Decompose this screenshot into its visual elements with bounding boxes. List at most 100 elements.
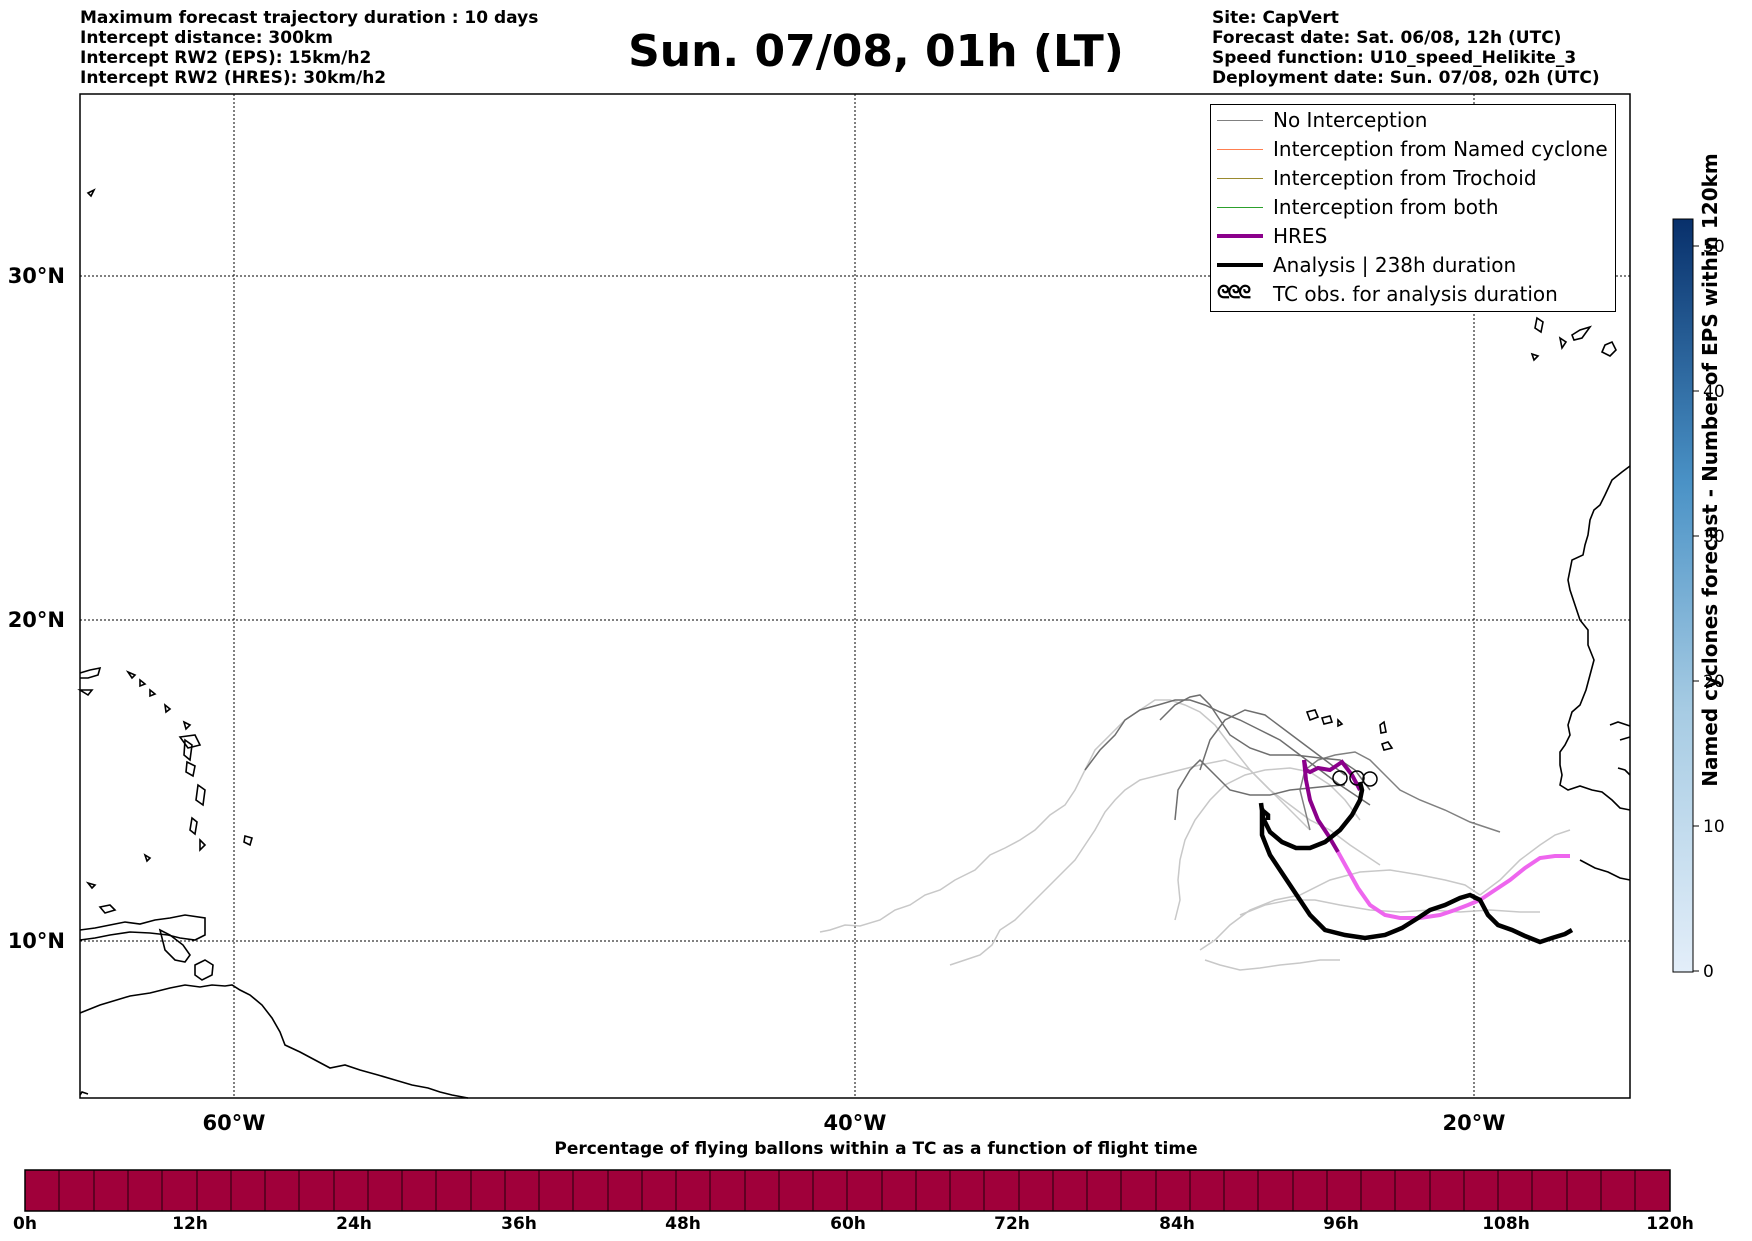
lat-tick-30n: 30°N <box>8 264 65 288</box>
coastlines <box>77 188 1631 1099</box>
trajectory-ens-7 <box>1479 829 1571 896</box>
lat-tick-10n: 10°N <box>8 929 65 953</box>
island-sm-8 <box>182 720 192 731</box>
header-left-line: Intercept distance: 300km <box>80 28 333 48</box>
island-virgin-1 <box>79 666 102 679</box>
header-right-line: Deployment date: Sun. 07/08, 02h (UTC) <box>1212 68 1600 88</box>
island-cv-2 <box>1320 715 1334 725</box>
right-colorbar <box>1672 218 1694 973</box>
trajectory-ens-5 <box>1199 869 1481 951</box>
trajectory-ens-1 <box>819 699 1311 933</box>
lon-tick-20w: 20°W <box>1443 1111 1506 1135</box>
legend-label: HRES <box>1273 224 1328 248</box>
right-colorbar-tick: 40 <box>1703 382 1725 402</box>
coastline-sa-west <box>79 1091 89 1096</box>
coastline-guinea <box>1579 859 1631 881</box>
legend-swatch <box>1217 263 1263 267</box>
header-left-info: Maximum forecast trajectory duration : 1… <box>80 8 538 88</box>
island-lesser-3 <box>183 738 193 762</box>
island-lesser-4 <box>178 734 202 749</box>
bottom-colorbar-tick: 48h <box>665 1214 701 1234</box>
island-cv-1 <box>1305 709 1320 722</box>
coastline-africa <box>1559 465 1631 811</box>
bottom-colorbar-tick: 12h <box>172 1214 208 1234</box>
bottom-colorbar-tick: 36h <box>501 1214 537 1234</box>
bottom-colorbar-tick: 96h <box>1323 1214 1359 1234</box>
legend-label: Analysis | 238h duration <box>1273 253 1517 277</box>
hres-trajectory-late <box>1336 851 1570 920</box>
trajectory-ens-3 <box>1204 959 1340 971</box>
island-canary-2 <box>1558 336 1568 351</box>
coastline-africa-2 <box>1609 721 1631 727</box>
right-colorbar-label-text: Named cyclones forecast - Number of EPS … <box>1698 153 1722 787</box>
legend-swatch <box>1217 120 1263 121</box>
legend-swatch <box>1217 178 1263 179</box>
island-canary-4 <box>1571 325 1593 341</box>
legend-label: Interception from both <box>1273 195 1499 219</box>
coastline-africa-3 <box>1619 736 1631 741</box>
right-colorbar-tick: 10 <box>1703 817 1725 837</box>
island-virgin-2 <box>77 689 94 697</box>
island-cv-3 <box>1337 718 1344 728</box>
right-colorbar-tick: 30 <box>1703 527 1725 547</box>
header-right-line: Speed function: U10_speed_Helikite_3 <box>1212 48 1577 68</box>
header-right-line: Forecast date: Sat. 06/08, 12h (UTC) <box>1212 28 1562 48</box>
island-small-1 <box>98 904 117 914</box>
tc-obs-marker <box>1362 771 1378 787</box>
trajectory-group <box>819 694 1574 971</box>
island-canary-5 <box>1600 340 1617 357</box>
lat-tick-20n: 20°N <box>8 608 65 632</box>
legend-swatch <box>1217 207 1263 208</box>
coastline-south-america <box>79 984 469 1099</box>
map-grid <box>80 94 1630 1098</box>
title-text: Sun. 07/08, 01h (LT) <box>628 26 1124 77</box>
header-left-line: Intercept RW2 (EPS): 15km/h2 <box>80 48 372 68</box>
island-canary-3 <box>1530 352 1540 362</box>
bottom-colorbar-tick: 120h <box>1646 1214 1694 1234</box>
tc-obs-marker <box>1349 770 1365 786</box>
island-sm-9 <box>86 188 96 198</box>
tc-obs-icon: ᘓᘓᘓ <box>1217 282 1251 303</box>
island-sm-6 <box>149 688 157 698</box>
island-cv-4 <box>1379 720 1387 734</box>
island-cv-5 <box>1380 741 1394 751</box>
trajectory-ens-10 <box>1174 758 1346 821</box>
legend-label: TC obs. for analysis duration <box>1273 282 1558 306</box>
bottom-colorbar-title: Percentage of flying ballons within a TC… <box>554 1139 1198 1159</box>
legend-label: No Interception <box>1273 108 1428 132</box>
trajectory-ens-12 <box>1159 694 1371 791</box>
legend-item: Analysis | 238h duration <box>1211 251 1615 280</box>
coastline-africa-4 <box>1617 767 1631 776</box>
header-left-line: Intercept RW2 (HRES): 30km/h2 <box>80 68 387 88</box>
island-sm-7 <box>163 703 172 714</box>
header-right-line: Site: CapVert <box>1212 8 1339 28</box>
right-colorbar-ticks: 0 10 20 30 40 50 <box>1693 237 1725 982</box>
bottom-colorbar-tick: 72h <box>994 1214 1030 1234</box>
island-barbados <box>243 834 253 847</box>
legend-swatch <box>1217 149 1263 150</box>
bottom-colorbar-tick: 24h <box>336 1214 372 1234</box>
legend-item: HRES <box>1211 222 1615 251</box>
legend-label: Interception from Trochoid <box>1273 166 1537 190</box>
legend-label: Interception from Named cyclone <box>1273 137 1608 161</box>
island-lesser-6 <box>199 838 207 852</box>
trajectory-ens-2 <box>949 759 1381 966</box>
legend-item: Interception from Trochoid <box>1211 164 1615 193</box>
trajectory-ens-6 <box>1239 899 1540 916</box>
hres-trajectory-loop <box>1302 759 1362 791</box>
coastline-trinidad <box>194 959 214 981</box>
header-left-line: Maximum forecast trajectory duration : 1… <box>80 8 539 28</box>
island-lesser-5 <box>185 760 196 778</box>
bottom-colorbar <box>24 1169 1671 1212</box>
tc-obs-marker <box>1332 770 1348 786</box>
right-colorbar-tick: 20 <box>1703 672 1725 692</box>
island-small-2 <box>85 881 97 890</box>
island-sm-4 <box>125 670 137 680</box>
bottom-colorbar-minor-ticks <box>58 1170 1636 1211</box>
trajectory-ens-11 <box>1199 709 1346 776</box>
island-lesser-2 <box>189 816 198 836</box>
lon-tick-60w: 60°W <box>203 1111 266 1135</box>
map-legend: No Interception Interception from Named … <box>1210 104 1616 312</box>
legend-swatch <box>1217 234 1263 238</box>
analysis-trajectory <box>1258 781 1574 945</box>
